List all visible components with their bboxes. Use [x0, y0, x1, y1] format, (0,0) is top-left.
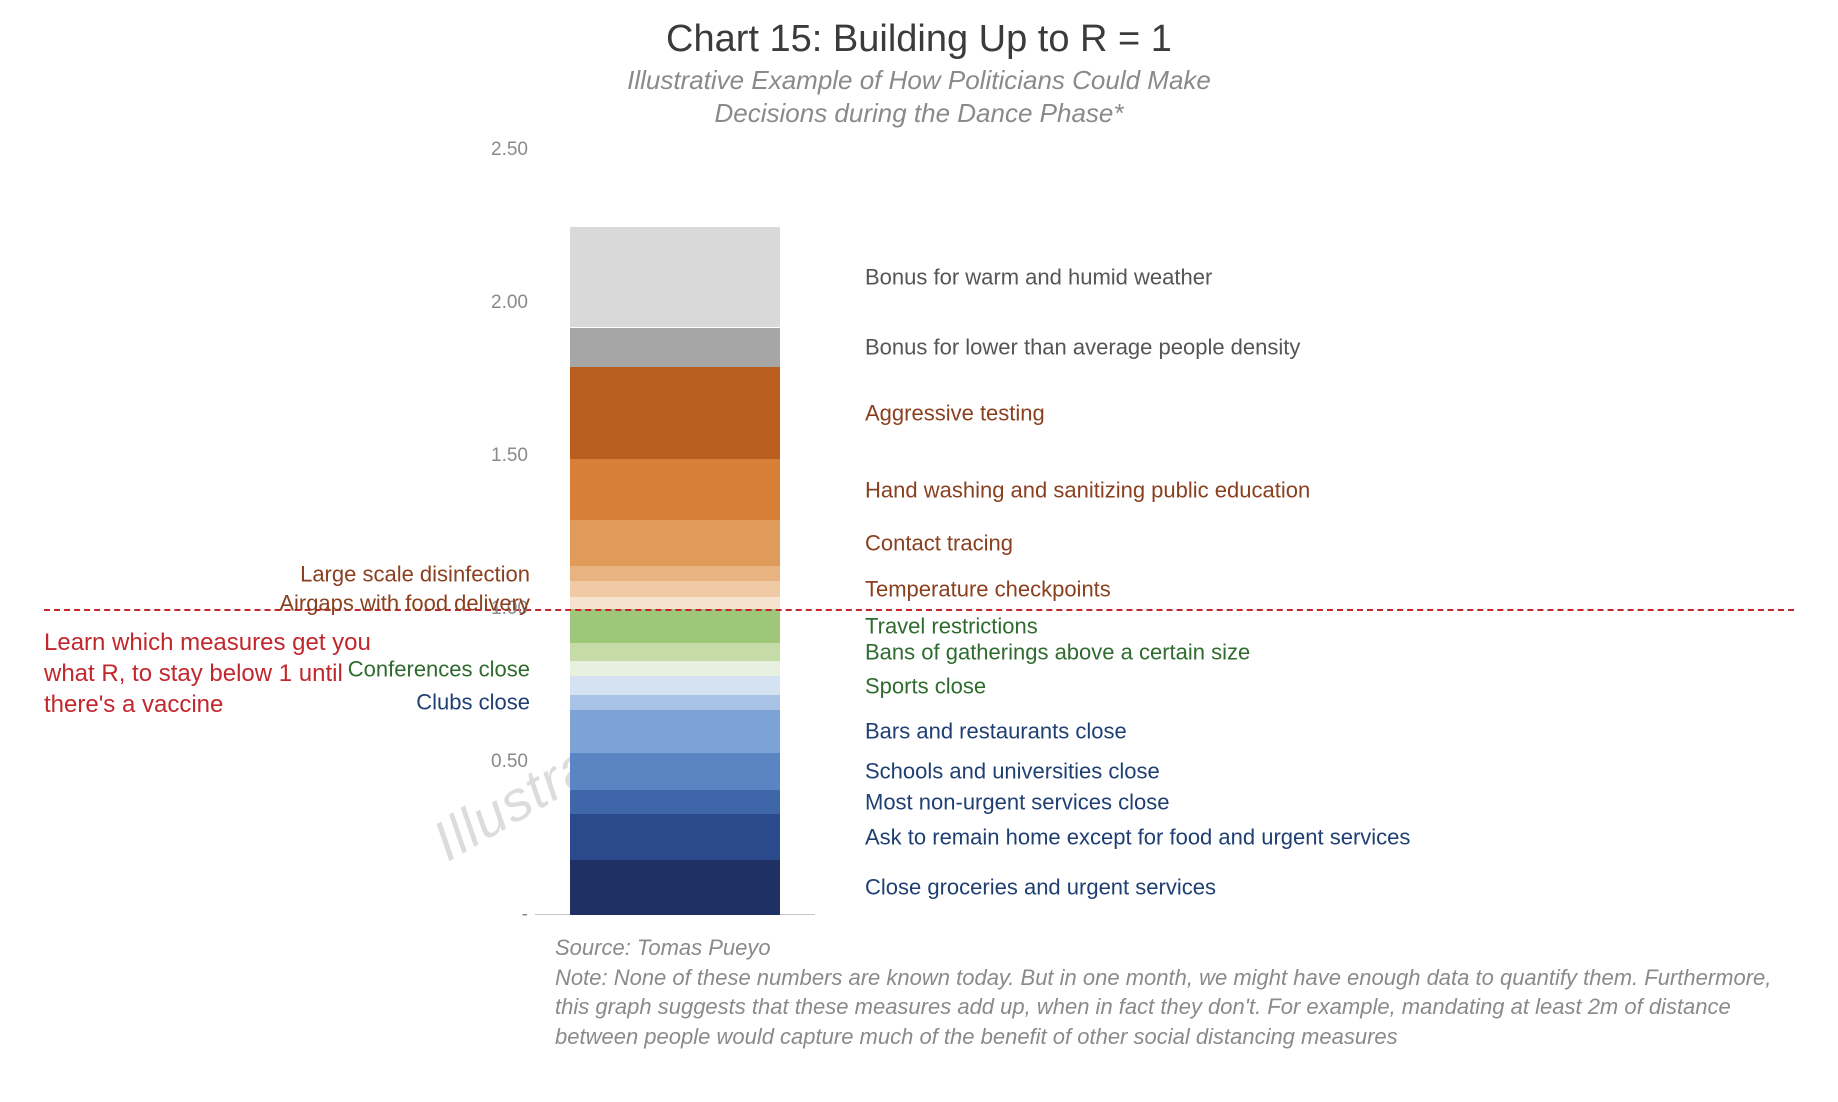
segment-label: Aggressive testing: [865, 402, 1045, 425]
segment-label: Hand washing and sanitizing public educa…: [865, 478, 1310, 501]
segment-label: Travel restrictions: [865, 614, 1038, 637]
segment-label: Schools and universities close: [865, 760, 1160, 783]
bar-segment: [570, 643, 780, 661]
y-axis-tick: -: [468, 904, 528, 926]
segment-label: Contact tracing: [865, 532, 1013, 555]
y-axis-tick: 0.50: [468, 751, 528, 773]
bar-segment: [570, 367, 780, 459]
bar-segment: [570, 609, 780, 643]
y-axis-tick: 2.00: [468, 292, 528, 314]
bar-segment: [570, 566, 780, 581]
bar-segment: [570, 328, 780, 368]
subtitle-line-1: Illustrative Example of How Politicians …: [627, 65, 1211, 95]
bar-segment: [570, 860, 780, 915]
y-axis-tick: 1.50: [468, 445, 528, 467]
segment-label: Close groceries and urgent services: [865, 876, 1216, 899]
bar-segment: [570, 710, 780, 753]
chart-title: Chart 15: Building Up to R = 1: [0, 18, 1838, 61]
bar-segment: [570, 661, 780, 676]
bar-segment: [570, 581, 780, 596]
footnote: Source: Tomas Pueyo Note: None of these …: [555, 933, 1778, 1052]
subtitle-line-2: Decisions during the Dance Phase*: [714, 98, 1123, 128]
segment-label: Airgaps with food delivery: [279, 591, 530, 614]
bar-segment: [570, 753, 780, 790]
page: Chart 15: Building Up to R = 1 Illustrat…: [0, 0, 1838, 1102]
segment-label: Temperature checkpoints: [865, 578, 1111, 601]
stacked-bar-chart: [535, 150, 815, 915]
bar-segment: [570, 597, 780, 609]
bar-segment: [570, 459, 780, 520]
segment-label: Bonus for warm and humid weather: [865, 265, 1212, 288]
r-annotation-text: Learn which measures get you what R, to …: [44, 627, 384, 721]
segment-label: Large scale disinfection: [300, 562, 530, 585]
chart-subtitle: Illustrative Example of How Politicians …: [0, 64, 1838, 129]
bar-segment: [570, 790, 780, 814]
segment-label: Bans of gatherings above a certain size: [865, 640, 1250, 663]
bar-segment: [570, 695, 780, 710]
segment-label: Ask to remain home except for food and u…: [865, 825, 1410, 848]
bar-segment: [570, 227, 780, 328]
footnote-note: Note: None of these numbers are known to…: [555, 965, 1771, 1049]
bar-segment: [570, 520, 780, 566]
bar-segment: [570, 676, 780, 694]
segment-label: Conferences close: [348, 657, 530, 680]
segment-label: Clubs close: [416, 691, 530, 714]
segment-label: Bars and restaurants close: [865, 720, 1127, 743]
segment-label: Bonus for lower than average people dens…: [865, 336, 1300, 359]
y-axis-tick: 2.50: [468, 139, 528, 161]
footnote-source: Source: Tomas Pueyo: [555, 935, 771, 960]
segment-label: Sports close: [865, 674, 986, 697]
bar-segment: [570, 814, 780, 860]
segment-label: Most non-urgent services close: [865, 790, 1169, 813]
